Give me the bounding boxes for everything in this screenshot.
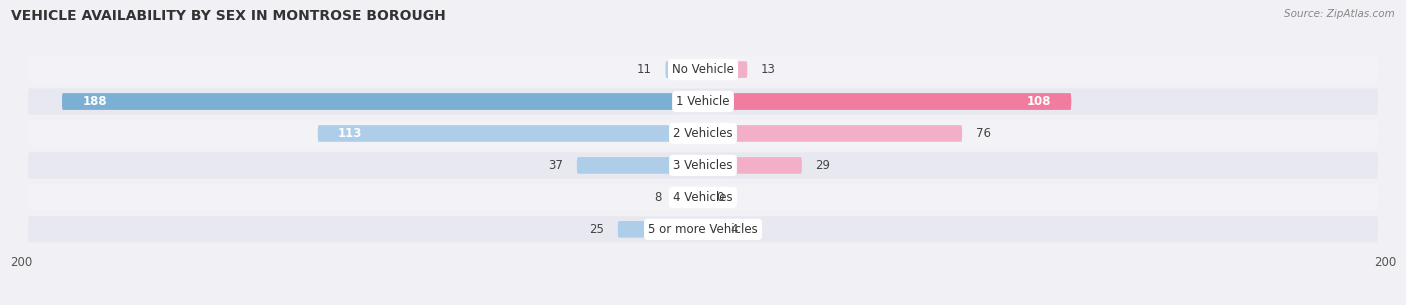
FancyBboxPatch shape <box>703 221 717 238</box>
Text: 25: 25 <box>589 223 605 236</box>
Text: 108: 108 <box>1026 95 1050 108</box>
FancyBboxPatch shape <box>703 93 1071 110</box>
FancyBboxPatch shape <box>28 216 1378 242</box>
FancyBboxPatch shape <box>576 157 703 174</box>
FancyBboxPatch shape <box>665 61 703 78</box>
Text: 3 Vehicles: 3 Vehicles <box>673 159 733 172</box>
FancyBboxPatch shape <box>318 125 703 142</box>
Text: 76: 76 <box>976 127 991 140</box>
FancyBboxPatch shape <box>703 157 801 174</box>
Text: 13: 13 <box>761 63 776 76</box>
Text: No Vehicle: No Vehicle <box>672 63 734 76</box>
FancyBboxPatch shape <box>703 93 1071 110</box>
Text: 0: 0 <box>717 191 724 204</box>
FancyBboxPatch shape <box>28 88 1378 115</box>
FancyBboxPatch shape <box>703 125 962 142</box>
Text: 5 or more Vehicles: 5 or more Vehicles <box>648 223 758 236</box>
FancyBboxPatch shape <box>28 120 1378 147</box>
FancyBboxPatch shape <box>62 93 703 110</box>
FancyBboxPatch shape <box>28 56 1378 83</box>
Text: 8: 8 <box>655 191 662 204</box>
Text: 188: 188 <box>83 95 107 108</box>
Text: 2 Vehicles: 2 Vehicles <box>673 127 733 140</box>
FancyBboxPatch shape <box>617 221 703 238</box>
FancyBboxPatch shape <box>62 93 703 110</box>
Text: 4: 4 <box>730 223 738 236</box>
Text: Source: ZipAtlas.com: Source: ZipAtlas.com <box>1284 9 1395 19</box>
FancyBboxPatch shape <box>703 61 748 78</box>
Text: 113: 113 <box>339 127 363 140</box>
FancyBboxPatch shape <box>28 184 1378 210</box>
Text: 29: 29 <box>815 159 831 172</box>
Text: 1 Vehicle: 1 Vehicle <box>676 95 730 108</box>
Text: 11: 11 <box>637 63 652 76</box>
Text: 37: 37 <box>548 159 564 172</box>
Text: 4 Vehicles: 4 Vehicles <box>673 191 733 204</box>
Text: VEHICLE AVAILABILITY BY SEX IN MONTROSE BOROUGH: VEHICLE AVAILABILITY BY SEX IN MONTROSE … <box>11 9 446 23</box>
FancyBboxPatch shape <box>676 189 703 206</box>
FancyBboxPatch shape <box>28 152 1378 178</box>
